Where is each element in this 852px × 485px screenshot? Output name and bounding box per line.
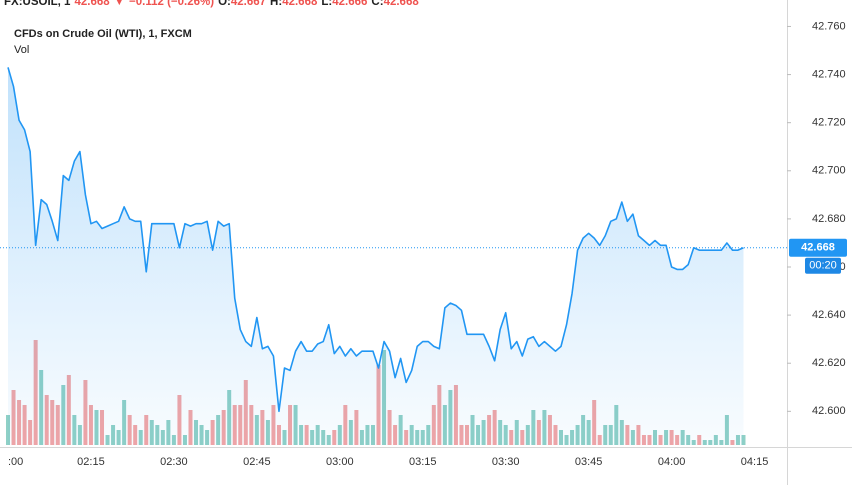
- ohlc-label: O:: [218, 0, 231, 8]
- y-tick-label: 42.680: [812, 213, 846, 225]
- ohlc-label: C:: [371, 0, 384, 8]
- change-arrow: ▼: [113, 0, 126, 8]
- y-tick-label: 42.700: [812, 165, 846, 177]
- legend-header: FX:USOIL, 1 42.668 ▼ −0.112 (−0.26%) O: 4…: [4, 0, 419, 8]
- x-tick-label: 04:00: [658, 456, 686, 468]
- y-tick-label: 42.640: [812, 309, 846, 321]
- ohlc-value: 42.666: [332, 0, 368, 8]
- x-tick-label: :00: [8, 456, 23, 468]
- x-tick-label: 03:45: [575, 456, 603, 468]
- ohlc-high: H: 42.668: [270, 0, 317, 8]
- y-tick-label: 42.620: [812, 357, 846, 369]
- ohlc-label: H:: [270, 0, 283, 8]
- y-tick-label: 42.760: [812, 20, 846, 32]
- last-price-label: 42.668: [801, 242, 835, 254]
- y-tick-label: 42.740: [812, 68, 846, 80]
- symbol: FX:USOIL, 1: [4, 0, 71, 8]
- instrument-title: CFDs on Crude Oil (WTI), 1, FXCM: [14, 28, 192, 40]
- countdown-label: 00:20: [809, 260, 837, 272]
- ohlc-value: 42.667: [230, 0, 267, 8]
- ohlc-open: O: 42.667: [218, 0, 266, 8]
- price-line: [7, 67, 744, 413]
- x-tick-label: 02:15: [77, 456, 105, 468]
- change: −0.112 (−0.26%): [129, 0, 215, 8]
- countdown-tag: [805, 257, 841, 274]
- y-tick-label: 42.600: [812, 405, 846, 417]
- x-tick-label: 02:45: [243, 456, 271, 468]
- ohlc-close: C: 42.668: [371, 0, 418, 8]
- last-price: 42.668: [74, 0, 110, 8]
- ohlc-value: 42.668: [282, 0, 318, 8]
- volume-legend: Vol: [14, 44, 30, 56]
- x-tick-label: 03:00: [326, 456, 354, 468]
- ohlc-value: 42.668: [383, 0, 419, 8]
- ohlc-low: L: 42.666: [321, 0, 367, 8]
- price-area: [8, 67, 744, 445]
- x-tick-label: 04:15: [741, 456, 769, 468]
- ohlc-label: L:: [321, 0, 333, 8]
- x-tick-label: 03:15: [409, 456, 437, 468]
- x-tick-label: 03:30: [492, 456, 520, 468]
- y-tick-label: 42.720: [812, 117, 846, 129]
- last-price-tag: [789, 238, 847, 257]
- x-tick-label: 02:30: [160, 456, 188, 468]
